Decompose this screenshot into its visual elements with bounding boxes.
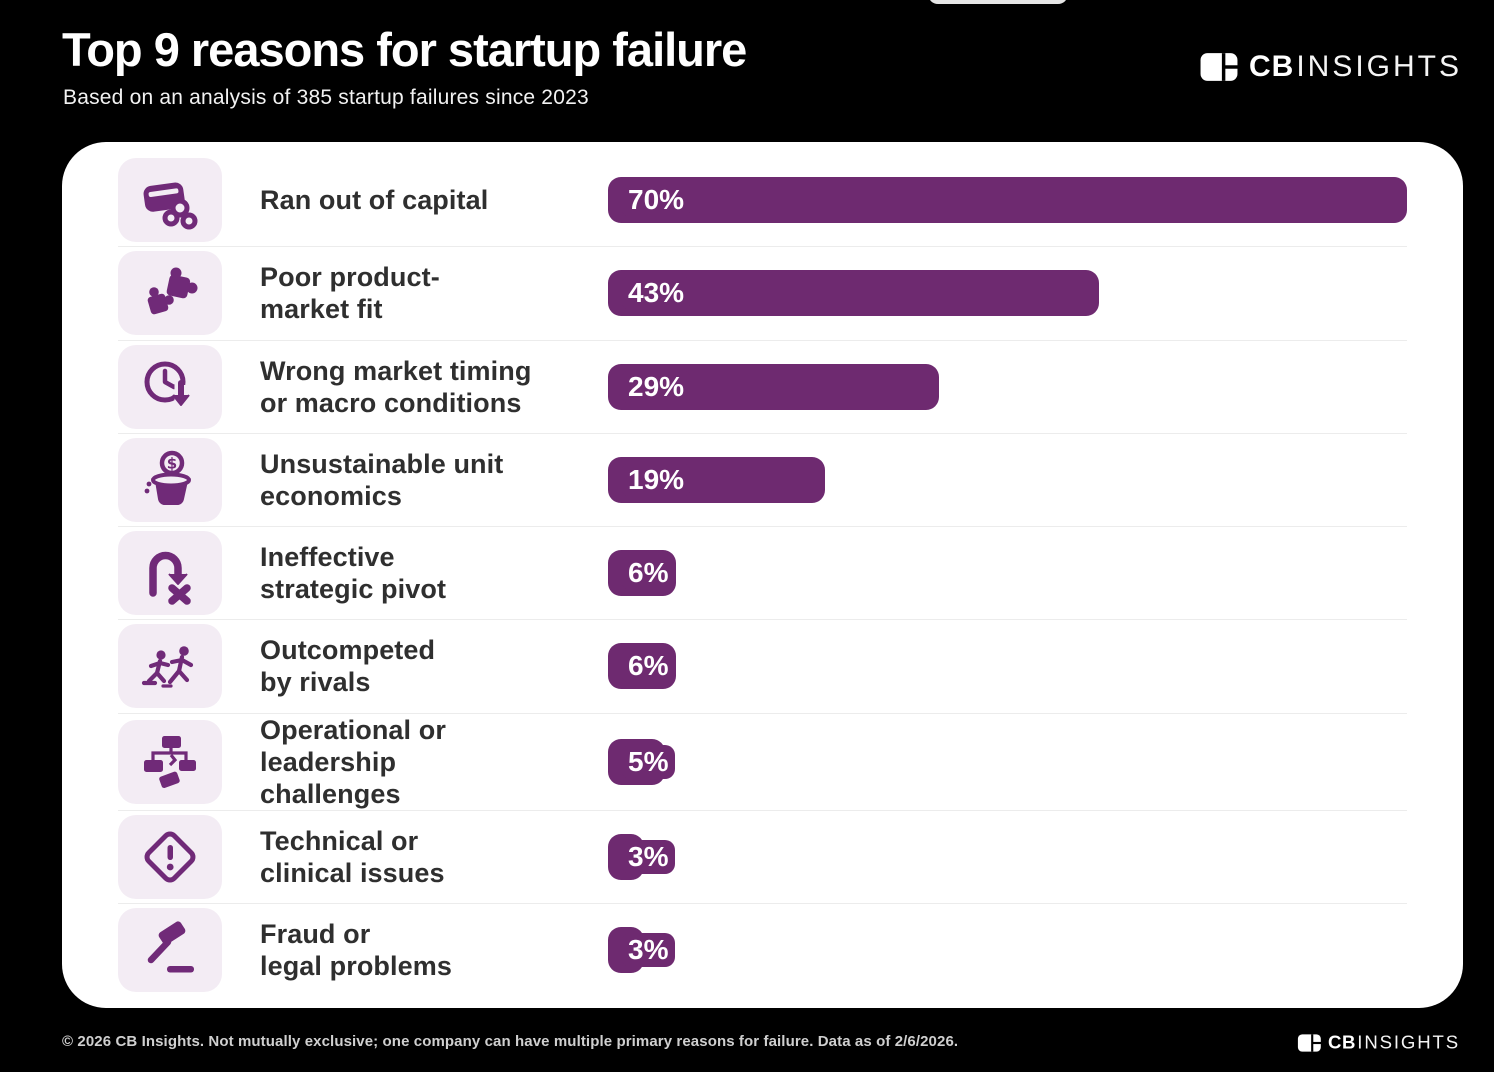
org-chart-broken-icon xyxy=(138,730,202,794)
percent-label: 6% xyxy=(621,649,676,684)
percent-label: 29% xyxy=(621,369,692,404)
clock-down-icon xyxy=(138,355,202,419)
reason-row: Technical or clinical issues 3% xyxy=(62,811,1463,903)
row-divider xyxy=(118,246,1407,248)
cb-insights-logo-icon xyxy=(1297,1034,1322,1053)
percent-bar: 19% xyxy=(608,456,825,503)
percent-label: 3% xyxy=(621,839,676,874)
page-subtitle: Based on an analysis of 385 startup fail… xyxy=(63,86,589,109)
bar-zone: 6% xyxy=(608,643,1407,690)
reason-label: Fraud or legal problems xyxy=(260,918,452,981)
reason-icon-tile xyxy=(118,719,222,804)
reason-row: Fraud or legal problems 3% xyxy=(62,904,1463,996)
reason-icon-tile xyxy=(118,344,222,429)
runners-icon xyxy=(138,634,202,698)
logo-brand-light: INSIGHTS xyxy=(1357,1032,1460,1053)
reason-label: Outcompeted by rivals xyxy=(260,635,436,698)
percent-bar: 3% xyxy=(608,926,676,973)
reason-icon-tile xyxy=(118,531,222,616)
reason-row: Ineffective strategic pivot 6% xyxy=(62,527,1463,619)
reason-icon-tile xyxy=(118,907,222,992)
reason-label: Ran out of capital xyxy=(260,185,489,216)
row-divider xyxy=(118,809,1407,811)
reason-row: Poor product-market fit 43% xyxy=(62,247,1463,339)
reason-icon-tile xyxy=(118,624,222,709)
page-title: Top 9 reasons for startup failure xyxy=(62,23,747,76)
reason-label: Technical or clinical issues xyxy=(260,825,445,888)
percent-label: 70% xyxy=(621,183,692,218)
chart-card: Ran out of capital 70% Poor product-mark… xyxy=(62,142,1463,1008)
bar-zone: 3% xyxy=(608,926,1407,973)
bar-zone: 6% xyxy=(608,550,1407,597)
percent-label: 6% xyxy=(621,556,676,591)
uturn-x-icon xyxy=(138,541,202,605)
cbinsights-logo: CB INSIGHTS xyxy=(1199,50,1462,84)
logo-brand-bold: CB xyxy=(1248,50,1295,83)
row-divider xyxy=(118,526,1407,527)
percent-label: 19% xyxy=(621,462,692,497)
reason-label: Unsustainable unit economics xyxy=(260,448,504,511)
bar-zone: 43% xyxy=(608,270,1407,317)
reason-icon-tile xyxy=(118,251,222,336)
reason-label: Ineffective strategic pivot xyxy=(260,542,447,605)
reason-label: Wrong market timing or macro conditions xyxy=(260,355,532,418)
percent-bar: 6% xyxy=(608,550,677,597)
row-divider xyxy=(118,339,1407,341)
reason-label: Operational or leadership challenges xyxy=(260,714,446,809)
row-divider xyxy=(118,619,1407,621)
reason-row: Ran out of capital 70% xyxy=(62,154,1463,246)
percent-bar: 5% xyxy=(608,738,676,785)
percent-bar: 6% xyxy=(608,643,677,690)
cb-insights-logo-icon xyxy=(1199,52,1239,82)
logo-brand-bold: CB xyxy=(1327,1032,1357,1053)
bar-zone: 70% xyxy=(608,177,1407,224)
credit-card-coins-icon xyxy=(138,168,202,232)
money-pot-icon xyxy=(138,448,202,512)
percent-label: 5% xyxy=(621,744,676,779)
percent-bar: 3% xyxy=(608,833,676,880)
reason-icon-tile xyxy=(118,158,222,243)
logo-brand-light: INSIGHTS xyxy=(1296,50,1462,83)
reason-label: Poor product-market fit xyxy=(260,262,440,325)
footer-note: © 2026 CB Insights. Not mutually exclusi… xyxy=(62,1033,959,1050)
page-edge-artifact xyxy=(928,0,1068,4)
cbinsights-footer-logo: CB INSIGHTS xyxy=(1297,1032,1460,1053)
row-divider xyxy=(118,902,1407,904)
row-divider xyxy=(118,432,1407,434)
bar-zone: 3% xyxy=(608,833,1407,880)
bar-zone: 5% xyxy=(608,738,1407,785)
bar-zone: 29% xyxy=(608,363,1407,410)
percent-bar: 43% xyxy=(608,270,1099,317)
bar-zone: 19% xyxy=(608,456,1407,503)
puzzle-pieces-icon xyxy=(138,261,202,325)
percent-label: 3% xyxy=(621,932,676,967)
reason-icon-tile xyxy=(118,814,222,899)
reason-row: Operational or leadership challenges 5% xyxy=(62,714,1463,810)
reason-icon-tile xyxy=(118,437,222,522)
percent-bar: 70% xyxy=(608,177,1407,224)
row-divider xyxy=(118,712,1407,714)
reason-row: Wrong market timing or macro conditions 2… xyxy=(62,341,1463,433)
gavel-icon xyxy=(138,918,202,982)
percent-bar: 29% xyxy=(608,363,939,410)
percent-label: 43% xyxy=(621,276,692,311)
reason-row: Outcompeted by rivals 6% xyxy=(62,620,1463,712)
warning-diamond-icon xyxy=(138,825,202,889)
reason-row: Unsustainable unit economics 19% xyxy=(62,434,1463,526)
